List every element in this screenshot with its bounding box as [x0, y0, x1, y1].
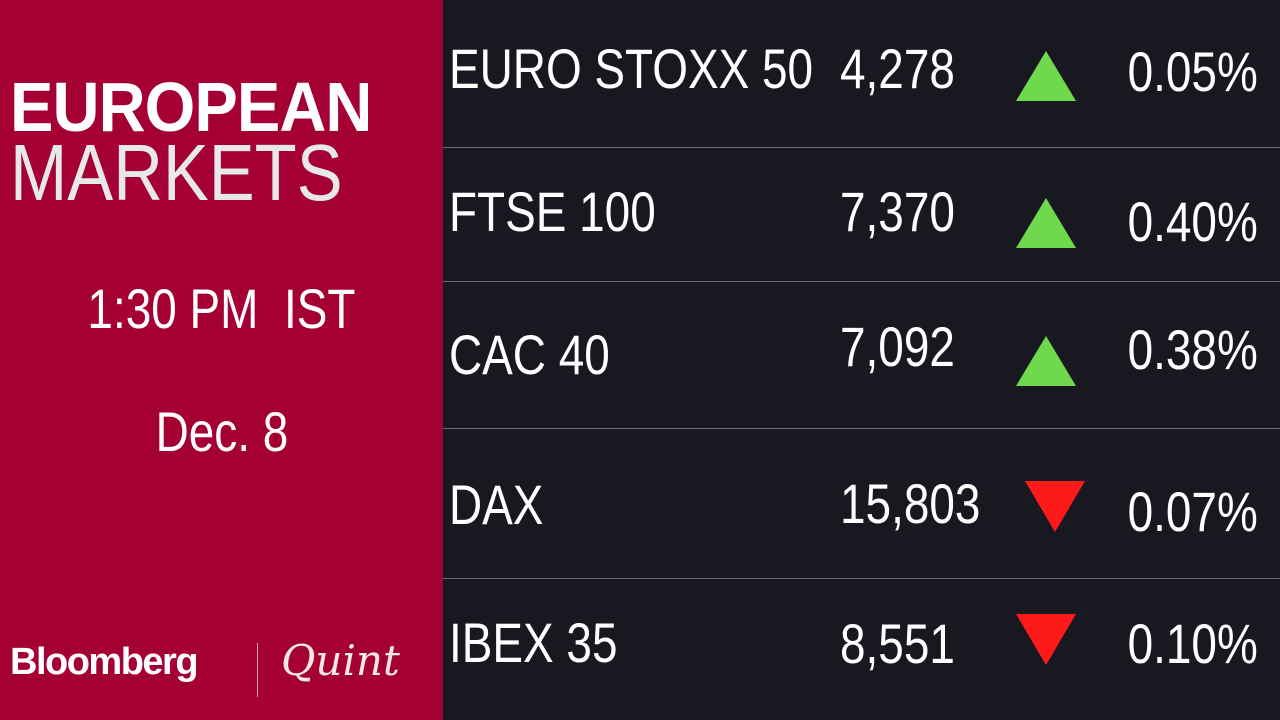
- index-value: 7,092: [840, 315, 955, 378]
- title-panel: EUROPEAN MARKETS 1:30 PM IST Dec. 8 Bloo…: [0, 0, 443, 720]
- row-divider: [443, 428, 1280, 429]
- index-name: IBEX 35: [449, 611, 618, 674]
- row-divider: [443, 281, 1280, 282]
- index-value: 7,370: [840, 180, 955, 243]
- date-label: Dec. 8: [0, 404, 443, 460]
- quint-logo: Quint: [281, 636, 400, 685]
- bloomberg-logo: Bloomberg: [10, 641, 199, 683]
- index-value: 8,551: [840, 612, 955, 675]
- index-change: 0.40%: [1127, 190, 1258, 253]
- title-markets: MARKETS: [10, 128, 343, 217]
- index-change: 0.05%: [1127, 40, 1258, 103]
- index-value: 4,278: [840, 37, 955, 100]
- index-name: EURO STOXX 50: [449, 37, 814, 100]
- index-name: DAX: [449, 473, 544, 536]
- index-change: 0.10%: [1127, 612, 1258, 675]
- up-arrow-icon: [1016, 51, 1076, 101]
- index-name: CAC 40: [449, 323, 610, 386]
- title-european: EUROPEAN: [10, 68, 372, 146]
- index-name: FTSE 100: [449, 180, 656, 243]
- logo-divider: [257, 643, 258, 697]
- index-change: 0.38%: [1127, 318, 1258, 381]
- down-arrow-icon: [1016, 614, 1076, 665]
- index-value: 15,803: [840, 472, 981, 535]
- time-text: 1:30 PM IST: [87, 277, 356, 340]
- up-arrow-icon: [1016, 336, 1076, 386]
- up-arrow-icon: [1016, 198, 1076, 248]
- index-change: 0.07%: [1127, 480, 1258, 543]
- down-arrow-icon: [1025, 481, 1085, 532]
- row-divider: [443, 147, 1280, 148]
- date-text: Dec. 8: [155, 400, 288, 463]
- time-label: 1:30 PM IST: [0, 281, 443, 337]
- row-divider: [443, 578, 1280, 579]
